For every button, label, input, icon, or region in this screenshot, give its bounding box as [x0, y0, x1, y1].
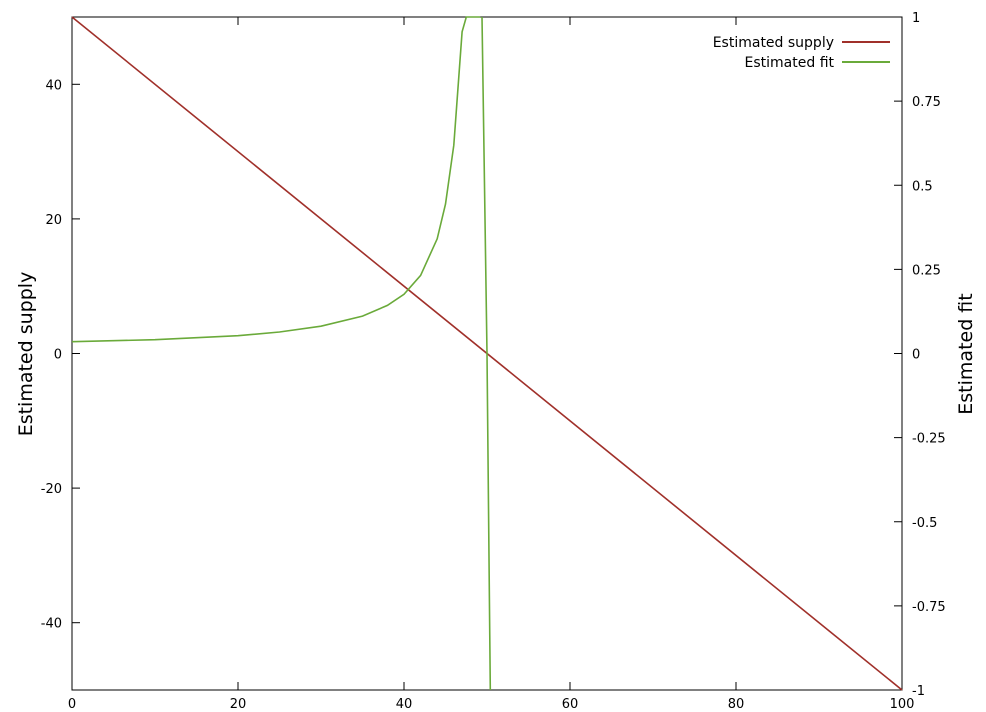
y2-tick-label: 0.5	[912, 179, 933, 194]
y2-tick-label: -0.75	[912, 600, 946, 615]
y2-tick-label: 1	[912, 11, 920, 26]
y2-tick-label: 0.25	[912, 263, 941, 278]
x-tick-label: 0	[68, 697, 76, 712]
x-tick-label: 40	[396, 697, 413, 712]
y-tick-label: 0	[54, 348, 62, 363]
y-tick-label: -40	[41, 617, 62, 632]
y2-tick-label: -0.5	[912, 516, 937, 531]
y2-tick-label: 0.75	[912, 95, 941, 110]
y-tick-label: 40	[45, 78, 62, 93]
legend-label-estimated-supply: Estimated supply	[713, 35, 834, 51]
y-tick-label: -20	[41, 482, 62, 497]
x-tick-label: 80	[728, 697, 745, 712]
left-axis-title: Estimated supply	[15, 272, 37, 437]
y2-tick-label: -1	[912, 684, 925, 699]
legend-label-estimated-fit: Estimated fit	[745, 55, 835, 71]
y2-tick-label: -0.25	[912, 432, 946, 447]
y-tick-label: 20	[45, 213, 62, 228]
x-tick-label: 20	[230, 697, 247, 712]
series-line-estimated-fit	[481, 16, 492, 691]
right-axis-title: Estimated fit	[955, 293, 977, 414]
series-line-estimated-fit	[71, 16, 481, 343]
x-tick-label: 100	[890, 697, 915, 712]
y2-tick-label: 0	[912, 348, 920, 363]
x-tick-label: 60	[562, 697, 579, 712]
